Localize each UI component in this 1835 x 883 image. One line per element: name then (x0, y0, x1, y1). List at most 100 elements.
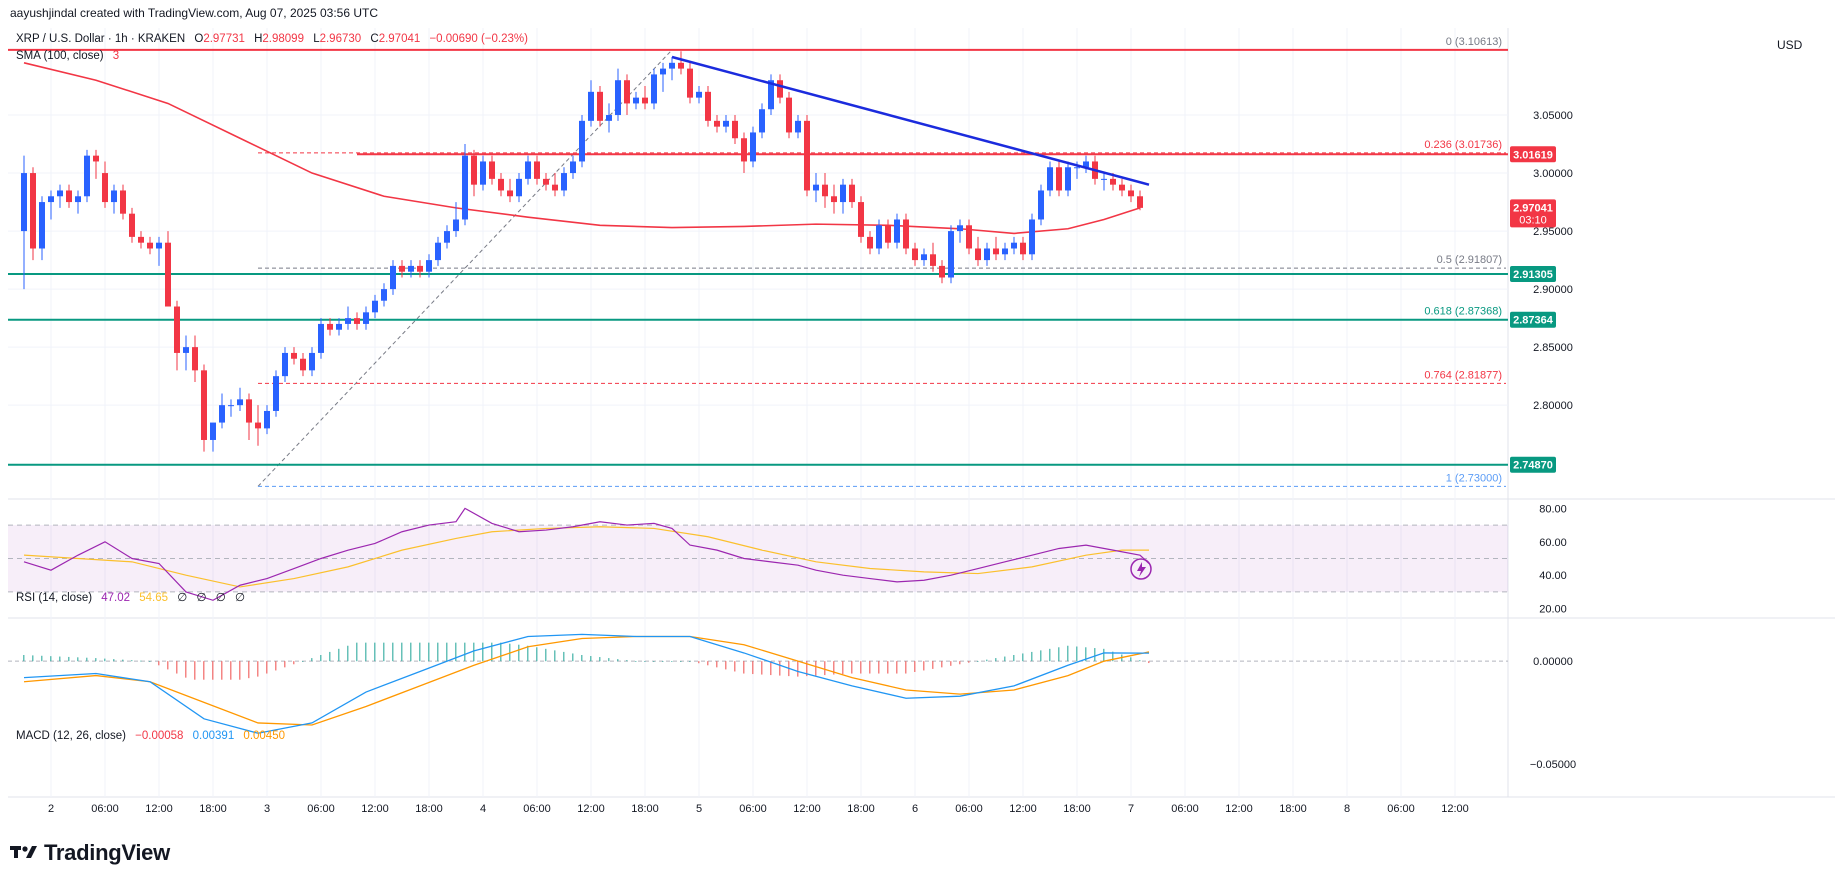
symbol-legend[interactable]: XRP / U.S. Dollar · 1h · KRAKEN O2.97731… (16, 33, 534, 45)
candle (633, 91, 639, 110)
candle (129, 207, 135, 243)
candle (570, 155, 576, 179)
macd-histogram-bar (779, 661, 781, 676)
macd-histogram-bar (824, 661, 826, 676)
candle (264, 405, 270, 435)
candle-body (939, 265, 945, 278)
candle (696, 86, 702, 104)
candle (606, 103, 612, 133)
candle (453, 202, 459, 237)
time-tick-label: 12:00 (145, 803, 173, 815)
macd-histogram-bar (752, 661, 754, 675)
macd-histogram-bar (716, 661, 718, 668)
candle-body (777, 80, 783, 98)
sma-legend[interactable]: SMA (100, close) 3 (16, 50, 125, 62)
macd-histogram-bar (374, 642, 376, 662)
candle-body (129, 213, 135, 237)
macd-histogram-bar (221, 661, 223, 680)
macd-histogram-bar (599, 657, 601, 662)
candle (390, 260, 396, 295)
tag-last-value: 2.97041 (1513, 202, 1553, 214)
candle-body (408, 265, 414, 272)
candle (561, 167, 567, 197)
candle-body (399, 265, 405, 272)
macd-histogram-bar (257, 661, 259, 677)
macd-histogram-bar (941, 661, 943, 668)
macd-histogram-bar (347, 645, 349, 662)
candle-body (381, 289, 387, 301)
macd-tick-label: 0.00000 (1533, 656, 1573, 668)
candle-body (912, 248, 918, 261)
candle (804, 115, 810, 197)
time-tick-label: 06:00 (91, 803, 119, 815)
candle-body (489, 161, 495, 179)
candle-body (732, 120, 738, 139)
candle-body (363, 312, 369, 324)
candle-body (273, 376, 279, 411)
candle (255, 405, 261, 446)
macd-histogram-bar (1067, 645, 1069, 662)
macd-histogram-bar (1094, 648, 1096, 662)
candle-body (1119, 184, 1125, 191)
macd-histogram-bar (329, 651, 331, 662)
time-tick-label: 12:00 (361, 803, 389, 815)
candle-body (930, 254, 936, 266)
time-tick-label: 2 (48, 803, 54, 815)
macd-histogram-bar (617, 659, 619, 662)
candle-body (948, 231, 954, 278)
candle-body (1002, 248, 1008, 255)
candle-body (966, 225, 972, 249)
candle-body (570, 161, 576, 174)
macd-histogram-bar (104, 658, 106, 662)
price-tick-label: 2.80000 (1533, 400, 1573, 412)
candle-body (345, 318, 351, 324)
macd-histogram-bar (338, 648, 340, 662)
macd-histogram-bar (437, 642, 439, 662)
candle-body (237, 399, 243, 406)
candle (309, 347, 315, 377)
candle-body (1101, 178, 1107, 180)
macd-histogram-bar (1103, 648, 1105, 662)
candle (462, 144, 468, 226)
candle-body (1074, 167, 1080, 169)
candle-body (1128, 190, 1134, 197)
macd-histogram-bar (482, 642, 484, 662)
candle-body (453, 219, 459, 232)
candle (435, 236, 441, 266)
candle-body (750, 132, 756, 162)
sma-value: 3 (112, 50, 120, 62)
candle (993, 236, 999, 261)
currency-label[interactable]: USD (1777, 38, 1803, 52)
bearish-trendline (671, 55, 1150, 186)
candle (1119, 178, 1125, 197)
candle (318, 318, 324, 359)
credit-text: aayushjindal created with TradingView.co… (10, 6, 379, 20)
candle-body (138, 236, 144, 243)
ohlc-high: H2.98099 (254, 33, 304, 45)
macd-histogram-bar (149, 661, 151, 662)
candle-body (75, 196, 81, 203)
rsi-legend[interactable]: RSI (14, close) 47.02 54.65 ∅ ∅ ∅ ∅ (16, 590, 251, 604)
candle (210, 422, 216, 452)
candle (345, 306, 351, 330)
tradingview-logo[interactable]: TradingView (10, 840, 170, 866)
candle (894, 213, 900, 249)
candle (498, 173, 504, 197)
candle (525, 155, 531, 185)
macd-histogram-bar (401, 642, 403, 662)
macd-histogram-bar (1130, 657, 1132, 662)
time-tick-label: 12:00 (1225, 803, 1253, 815)
candle-body (426, 260, 432, 272)
macd-histogram-bar (707, 661, 709, 666)
candle-body (642, 97, 648, 104)
time-tick-label: 12:00 (577, 803, 605, 815)
candle (363, 306, 369, 330)
candle-body (1065, 167, 1071, 191)
candle-body (534, 161, 540, 179)
candle-body (291, 352, 297, 359)
macd-legend[interactable]: MACD (12, 26, close) −0.00058 0.00391 0.… (16, 730, 291, 742)
candle-body (543, 178, 549, 185)
candle (849, 178, 855, 208)
candle (1038, 184, 1044, 226)
